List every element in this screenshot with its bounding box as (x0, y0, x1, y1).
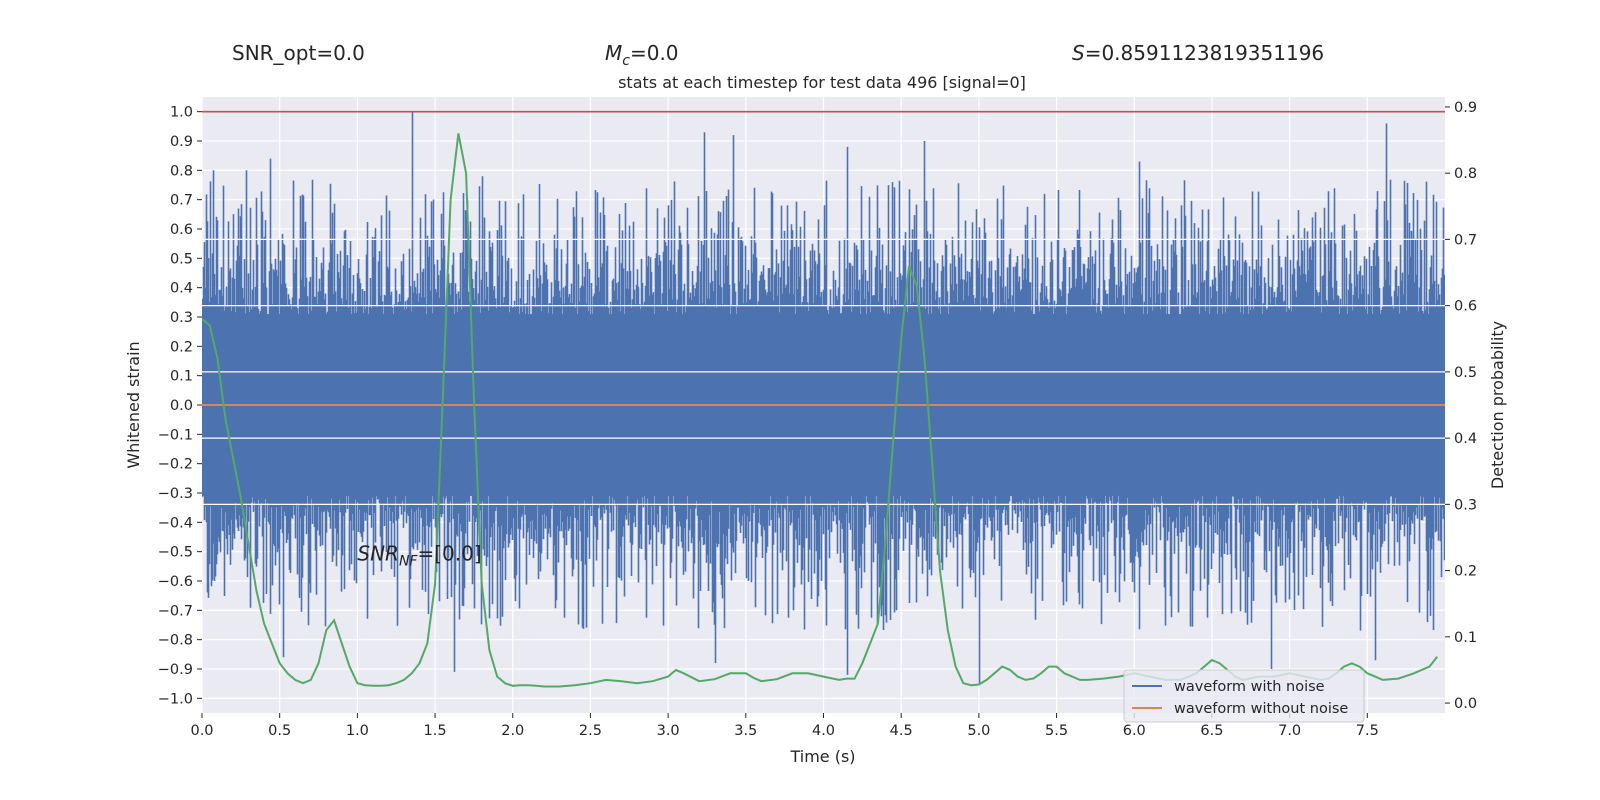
y2-tick-label: 0.9 (1454, 100, 1477, 116)
y-tick-label: 0.4 (170, 281, 193, 297)
snr-nf-symbol: SNR (357, 541, 399, 565)
x-tick-label: 7.5 (1356, 723, 1379, 739)
snr-opt-label: SNR_opt=0.0 (232, 41, 365, 65)
y2-tick-label: 0.7 (1454, 232, 1477, 248)
x-tick-label: 2.5 (579, 723, 602, 739)
legend-label-clean: waveform without noise (1174, 701, 1348, 717)
y-axis-label: Whitened strain (124, 341, 143, 468)
series-overlays (202, 110, 1445, 688)
x-tick-label: 3.0 (657, 723, 680, 739)
y-tick-label: 0.7 (170, 193, 193, 209)
y2-tick-label: 0.3 (1454, 497, 1477, 513)
chirp-mass-symbol: M (605, 41, 622, 65)
x-axis-ticks: 0.0 0.5 1.0 1.5 2.0 2.5 3.0 3.5 4.0 4.5 5.0 5.5 6.0 6… (190, 713, 1379, 739)
chirp-mass-value: =0.0 (630, 41, 679, 65)
y-tick-label: −0.5 (158, 545, 193, 561)
s-statistic-symbol: S (1072, 41, 1085, 65)
x-tick-label: 0.5 (268, 723, 291, 739)
y2-tick-label: 0.1 (1454, 630, 1477, 646)
y-tick-label: 0.2 (170, 339, 193, 355)
plot-content (202, 110, 1445, 688)
y-tick-label: 0.0 (170, 398, 193, 414)
snr-nf-subscript: NF (399, 553, 418, 569)
x-axis-label: Time (s) (789, 747, 855, 766)
y2-tick-label: 0.4 (1454, 431, 1477, 447)
y2-tick-label: 0.2 (1454, 564, 1477, 580)
x-tick-label: 1.0 (346, 723, 369, 739)
y-tick-label: 1.0 (170, 105, 193, 121)
y-tick-label: −0.8 (158, 633, 193, 649)
x-tick-label: 6.5 (1200, 723, 1223, 739)
x-tick-label: 5.5 (1045, 723, 1068, 739)
y2-axis-label: Detection probability (1488, 321, 1507, 489)
x-tick-label: 7.0 (1278, 723, 1301, 739)
x-tick-label: 5.0 (967, 723, 990, 739)
y-tick-label: 0.8 (170, 163, 193, 179)
y2-tick-label: 0.6 (1454, 299, 1477, 315)
y-tick-label: −0.9 (158, 662, 193, 678)
y-tick-label: −0.2 (158, 457, 193, 473)
x-tick-label: 0.0 (190, 723, 213, 739)
left-axis-ticks: −1.0 −0.9 −0.8 −0.7 −0.6 −0.5 −0.4 −0.3 −0.2 −0.1… (158, 105, 202, 707)
legend: waveform with noise waveform without noi… (1123, 669, 1365, 723)
y-tick-label: 0.5 (170, 251, 193, 267)
y-tick-label: −0.6 (158, 574, 193, 590)
x-tick-label: 6.0 (1123, 723, 1146, 739)
legend-label-noise: waveform with noise (1174, 679, 1325, 695)
chirp-mass-subscript: c (622, 53, 630, 69)
right-axis-ticks: 0.0 0.1 0.2 0.3 0.4 0.5 0.6 0.7 0.8 0.9 (1445, 100, 1477, 712)
y-tick-label: −0.7 (158, 603, 193, 619)
y-tick-label: 0.1 (170, 369, 193, 385)
detection-probability-line (202, 133, 1438, 688)
y2-tick-label: 0.5 (1454, 365, 1477, 381)
x-tick-label: 4.0 (812, 723, 835, 739)
y-tick-label: 0.3 (170, 310, 193, 326)
y2-tick-label: 0.8 (1454, 166, 1477, 182)
x-tick-label: 1.5 (424, 723, 447, 739)
x-tick-label: 3.5 (734, 723, 757, 739)
y-tick-label: −0.3 (158, 486, 193, 502)
y2-tick-label: 0.0 (1454, 696, 1477, 712)
x-tick-label: 4.5 (890, 723, 913, 739)
snr-nf-annotation: SNRNF=[0.0] (357, 541, 481, 569)
legend-box (1123, 669, 1365, 723)
chart-title: stats at each timestep for test data 496… (618, 73, 1026, 92)
y-tick-label: 0.9 (170, 134, 193, 150)
y-tick-label: −0.1 (158, 427, 193, 443)
s-statistic-value: =0.8591123819351196 (1085, 41, 1324, 65)
y-tick-label: 0.6 (170, 222, 193, 238)
snr-nf-value: =[0.0] (417, 541, 481, 565)
x-tick-label: 2.0 (501, 723, 524, 739)
s-statistic-label: S=0.8591123819351196 (1072, 41, 1324, 65)
chirp-mass-label: Mc=0.0 (605, 41, 679, 69)
y-tick-label: −1.0 (158, 691, 193, 707)
y-tick-label: −0.4 (158, 515, 193, 531)
